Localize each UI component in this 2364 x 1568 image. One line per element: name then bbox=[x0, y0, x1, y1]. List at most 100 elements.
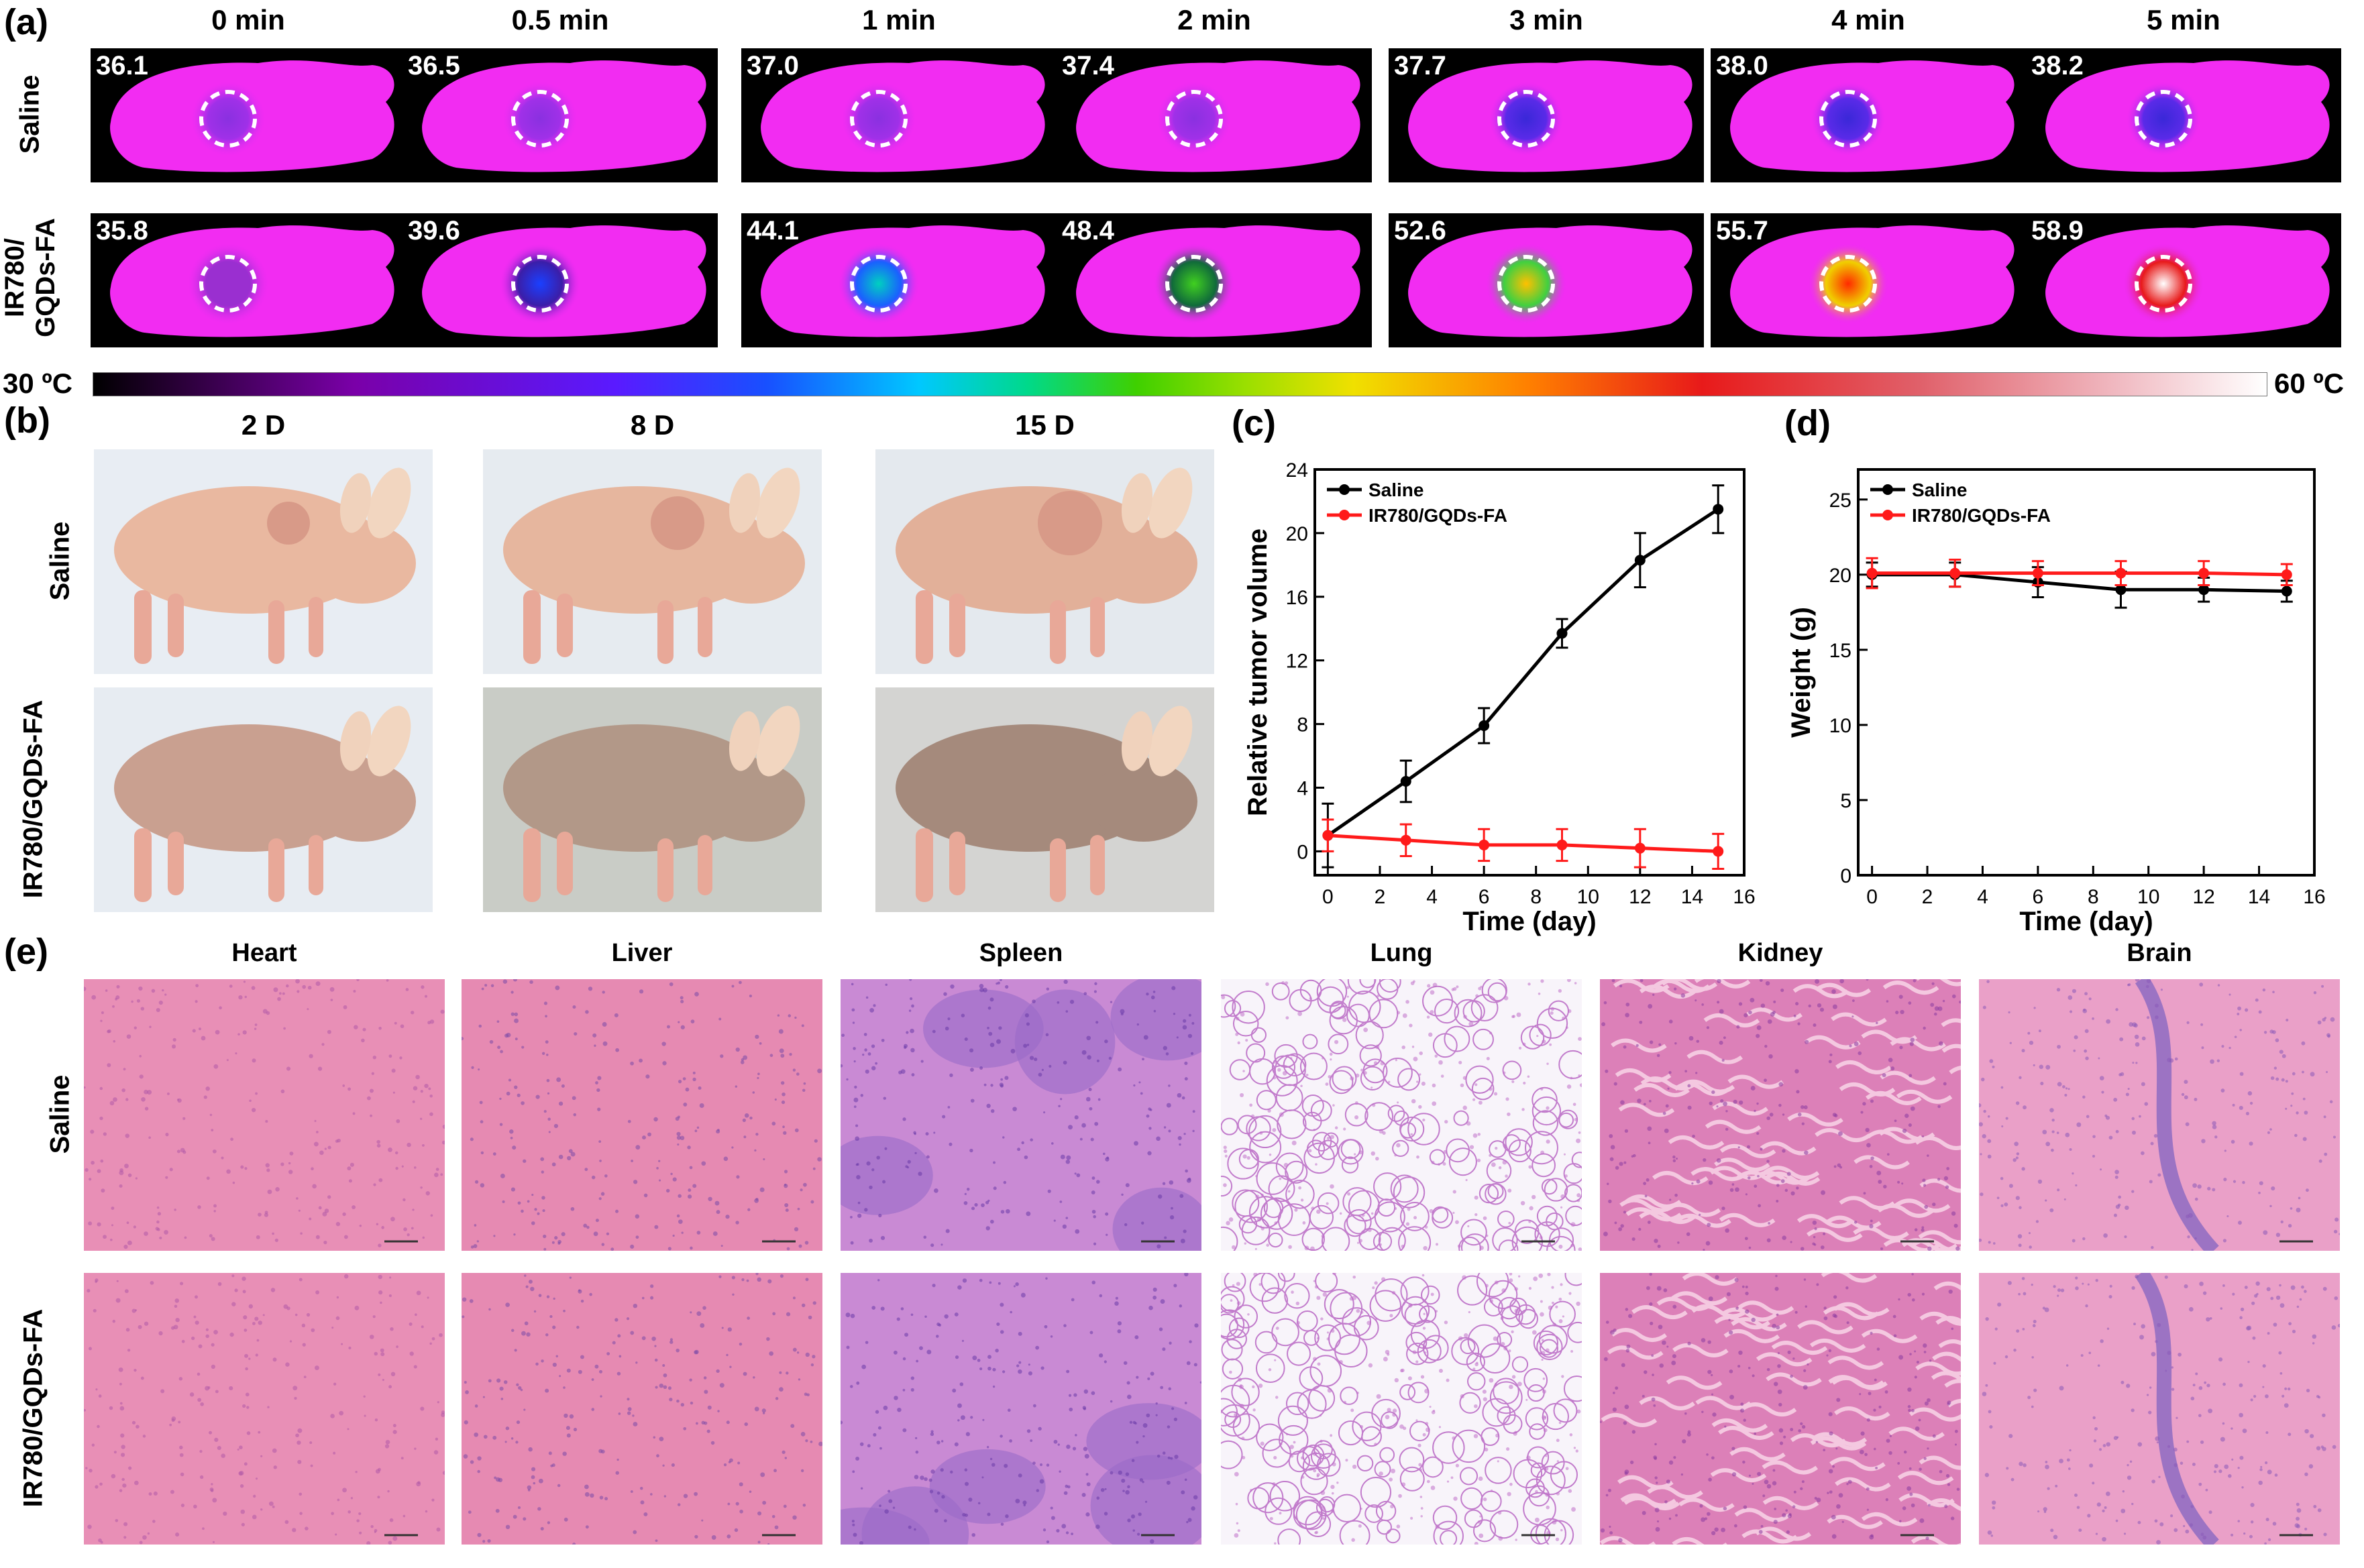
series-line bbox=[1872, 571, 2287, 577]
row-label-ir780-gqds-fa: IR780/GQDs-FA bbox=[18, 699, 48, 898]
histology-image bbox=[1979, 1273, 2340, 1545]
temperature-readout: 39.6 bbox=[408, 216, 460, 245]
temperature-readout: 48.4 bbox=[1062, 216, 1114, 245]
temperature-readout: 36.1 bbox=[96, 51, 148, 80]
histology-image bbox=[1221, 1273, 1582, 1545]
legend-label: IR780/GQDs-FA bbox=[1912, 505, 2051, 526]
temperature-readout: 55.7 bbox=[1716, 216, 1768, 245]
organ-header-4: Kidney bbox=[1737, 939, 1823, 967]
thermal-image: 37.7 bbox=[1389, 48, 1704, 182]
row-label-line-2: GQDs-FA bbox=[31, 218, 60, 337]
plot-frame bbox=[1857, 468, 2316, 877]
histology-image bbox=[462, 979, 822, 1251]
x-tick-label: 8 bbox=[2088, 886, 2099, 908]
body-weight-chart: 0 2 4 6 8 10 12 14 16 0 5 10 15 20 25 Time (day) Weight … bbox=[1786, 468, 2326, 936]
x-tick-label: 0 bbox=[1866, 886, 1878, 908]
legend-label: Saline bbox=[1368, 480, 1423, 500]
y-tick-label: 24 bbox=[1286, 459, 1308, 482]
day-header-2: 15 D bbox=[1015, 409, 1075, 441]
histology-image bbox=[1979, 979, 2340, 1251]
y-tick-label: 8 bbox=[1297, 714, 1308, 736]
x-tick-label: 10 bbox=[1577, 886, 1599, 908]
y-tick-label: 4 bbox=[1297, 778, 1308, 800]
y-tick-label: 25 bbox=[1829, 490, 1851, 512]
x-tick-label: 4 bbox=[1426, 886, 1438, 908]
mouse-photo bbox=[483, 449, 822, 674]
x-tick-label: 0 bbox=[1322, 886, 1334, 908]
organ-header-1: Liver bbox=[611, 939, 673, 967]
organ-header-3: Lung bbox=[1370, 939, 1433, 967]
temperature-colorbar bbox=[93, 372, 2267, 396]
organ-header-5: Brain bbox=[2127, 939, 2192, 967]
legend-marker bbox=[1339, 484, 1350, 495]
x-tick-label: 8 bbox=[1530, 886, 1542, 908]
organ-header-2: Spleen bbox=[979, 939, 1063, 967]
mouse-photo bbox=[483, 687, 822, 912]
thermal-image: 39.6 bbox=[402, 213, 718, 347]
temperature-readout: 35.8 bbox=[96, 216, 148, 245]
y-tick-label: 10 bbox=[1829, 715, 1851, 737]
histology-image bbox=[84, 1273, 445, 1545]
series-line bbox=[1328, 834, 1719, 853]
x-tick-label: 12 bbox=[1629, 886, 1651, 908]
x-tick-label: 16 bbox=[2303, 886, 2325, 908]
legend-label: Saline bbox=[1912, 480, 1967, 500]
temperature-readout: 36.5 bbox=[408, 51, 460, 80]
y-tick-label: 20 bbox=[1286, 523, 1308, 545]
thermal-image: 55.7 bbox=[1711, 213, 2026, 347]
series-line bbox=[1326, 508, 1719, 837]
temperature-readout: 44.1 bbox=[747, 216, 799, 245]
data-point bbox=[1634, 555, 1646, 566]
row-label-saline: Saline bbox=[45, 1074, 75, 1154]
x-tick-label: 6 bbox=[1479, 886, 1490, 908]
thermal-image: 37.4 bbox=[1057, 48, 1372, 182]
thermal-image: 37.0 bbox=[741, 48, 1057, 182]
data-point bbox=[2281, 585, 2292, 597]
thermal-image: 44.1 bbox=[741, 213, 1057, 347]
data-point bbox=[1322, 830, 1334, 841]
row-label-saline: Saline bbox=[45, 521, 75, 600]
x-axis-label: Time (day) bbox=[1462, 907, 1596, 936]
colorbar-min-label: 30 ºC bbox=[3, 368, 73, 399]
histology-image bbox=[1221, 979, 1582, 1251]
day-header-0: 2 D bbox=[241, 409, 286, 441]
panel-c-label: (c) bbox=[1232, 403, 1276, 443]
y-tick-label: 0 bbox=[1840, 865, 1851, 887]
data-point bbox=[2115, 584, 2127, 596]
data-point bbox=[1713, 504, 1724, 515]
panel-d-label: (d) bbox=[1784, 403, 1831, 443]
row-label-ir780-gqds-fa: IR780/GQDs-FA bbox=[18, 1308, 48, 1507]
data-point bbox=[2115, 567, 2127, 579]
mouse-photo bbox=[94, 449, 433, 674]
data-point bbox=[1713, 846, 1724, 857]
data-point bbox=[1400, 776, 1411, 787]
panel-e-label: (e) bbox=[4, 932, 48, 972]
x-tick-label: 14 bbox=[1681, 886, 1703, 908]
x-tick-label: 4 bbox=[1977, 886, 1988, 908]
x-tick-label: 16 bbox=[1733, 886, 1755, 908]
x-axis-label: Time (day) bbox=[2019, 907, 2153, 936]
data-point bbox=[1479, 839, 1490, 850]
y-tick-label: 20 bbox=[1829, 565, 1851, 587]
x-tick-label: 12 bbox=[2192, 886, 2214, 908]
time-header-3: 2 min bbox=[1177, 4, 1251, 36]
data-point bbox=[1556, 839, 1568, 850]
temperature-readout: 58.9 bbox=[2031, 216, 2084, 245]
y-tick-label: 0 bbox=[1297, 841, 1308, 863]
legend-marker bbox=[1882, 484, 1893, 495]
colorbar-max-label: 60 ºC bbox=[2274, 368, 2345, 399]
time-header-5: 4 min bbox=[1831, 4, 1905, 36]
y-tick-label: 5 bbox=[1840, 790, 1851, 812]
thermal-image: 52.6 bbox=[1389, 213, 1704, 347]
thermal-image: 36.5 bbox=[402, 48, 718, 182]
mouse-photo bbox=[875, 687, 1214, 912]
thermal-image: 38.2 bbox=[2026, 48, 2341, 182]
y-axis-label: Weight (g) bbox=[1786, 607, 1816, 738]
histology-image bbox=[84, 979, 445, 1251]
data-point bbox=[2198, 584, 2210, 596]
panel-b-label: (b) bbox=[4, 400, 50, 441]
histology-image bbox=[841, 979, 1201, 1251]
temperature-readout: 37.7 bbox=[1394, 51, 1446, 80]
row-label-saline: Saline bbox=[15, 74, 45, 154]
thermal-image: 36.1 bbox=[91, 48, 406, 182]
